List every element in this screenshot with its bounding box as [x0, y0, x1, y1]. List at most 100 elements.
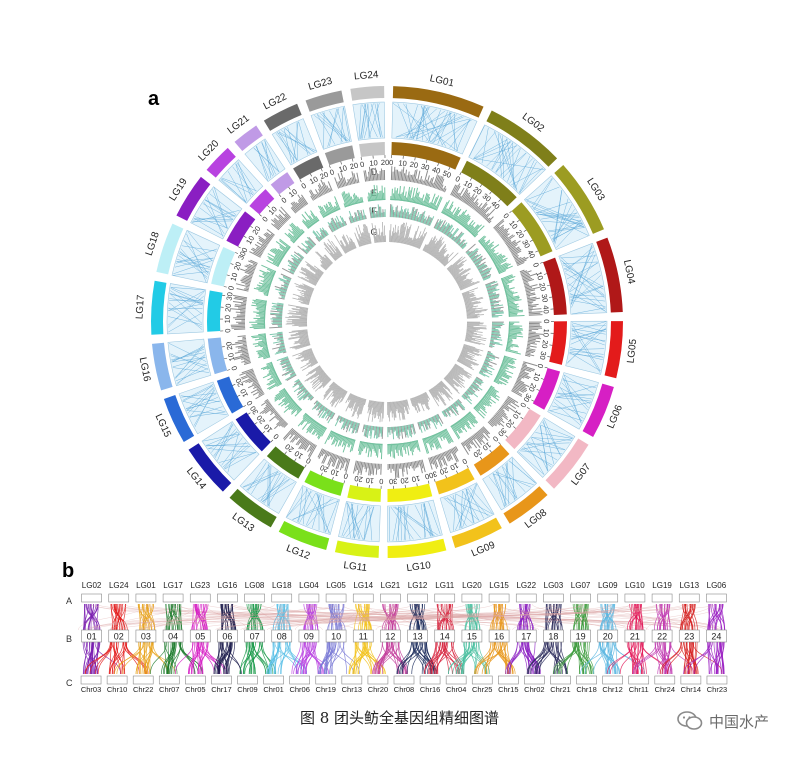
track-g-bar	[432, 387, 446, 406]
track-f-bar	[328, 225, 334, 233]
track-d-bar	[238, 307, 246, 310]
track-g-bar	[419, 231, 428, 250]
synteny-link	[680, 641, 693, 675]
track-d-bar	[517, 376, 522, 380]
track-f-bar	[287, 260, 298, 268]
track-g-bar	[465, 338, 472, 341]
track-f-bar	[334, 415, 341, 427]
track-g-bar	[466, 310, 487, 314]
track-f-bar	[276, 356, 289, 362]
tick-label: 10	[541, 328, 551, 337]
track-b-link	[286, 491, 313, 517]
track-g-bar	[440, 253, 449, 263]
track-f-bar	[417, 213, 421, 222]
track-g-bar	[305, 355, 315, 362]
synteny-link	[194, 603, 201, 631]
track-g-bar	[466, 331, 474, 333]
track-g-bar	[454, 275, 462, 281]
track-g-bar	[300, 268, 320, 281]
synteny-link	[619, 641, 638, 675]
track-g-bar	[395, 232, 398, 243]
track-b-link	[286, 488, 308, 517]
row-a-box	[488, 593, 510, 603]
synteny-link	[304, 641, 330, 675]
tick-label: 0	[501, 211, 510, 220]
track-g-bar	[423, 392, 430, 402]
track-d-bar	[337, 456, 343, 469]
track-g-bar	[427, 240, 436, 254]
track-e-bar	[358, 441, 363, 455]
row-c-label: Chr01	[263, 685, 283, 694]
track-f-bar	[480, 369, 486, 374]
track-d-bar	[349, 177, 353, 185]
axis-tick	[267, 205, 270, 208]
track-d-bar	[414, 169, 418, 183]
track-e-bar	[466, 224, 472, 231]
track-d-bar	[273, 411, 278, 414]
axis-tick	[466, 465, 469, 469]
track-e-bar	[508, 309, 524, 312]
track-f-bar	[491, 314, 503, 317]
track-d-bar	[409, 174, 413, 183]
track-f-bar	[280, 358, 289, 363]
track-g-bar	[315, 272, 322, 278]
track-e-bar	[263, 275, 273, 280]
synteny-link	[150, 641, 168, 675]
tick-label: 20	[514, 228, 526, 240]
track-d-bar	[401, 463, 404, 477]
track-g-bar	[404, 399, 409, 415]
track-g-bar	[378, 228, 381, 243]
track-c-band	[387, 483, 433, 502]
track-g-bar	[361, 232, 367, 245]
track-d-bar	[526, 292, 536, 296]
track-e-bar	[333, 206, 337, 212]
track-e-bar	[435, 197, 443, 211]
track-f-bar	[315, 403, 322, 411]
row-c-box	[367, 675, 389, 685]
track-b-link	[213, 428, 237, 456]
synteny-link	[274, 641, 279, 675]
track-f-bar	[270, 310, 283, 313]
track-d-bar	[436, 454, 443, 469]
track-f-bar	[330, 220, 337, 231]
track-e-bar	[266, 377, 280, 386]
track-g-bar	[464, 301, 472, 304]
synteny-link	[218, 641, 228, 675]
track-e-bar	[483, 244, 489, 249]
track-g-bar	[444, 377, 459, 392]
synteny-link	[686, 641, 690, 675]
track-f-bar	[457, 241, 461, 245]
track-d-bar	[300, 439, 308, 450]
track-f-bar	[404, 212, 407, 219]
track-d-bar	[525, 291, 531, 294]
track-g-bar	[289, 342, 310, 349]
track-d-bar	[252, 247, 263, 255]
track-e-bar	[457, 209, 468, 223]
track-f-bar	[298, 390, 309, 401]
track-d-bar	[301, 194, 309, 205]
track-g-bar	[429, 240, 439, 255]
axis-tick	[232, 384, 236, 386]
synteny-link	[291, 641, 301, 675]
track-f-bar	[343, 419, 349, 431]
synteny-link	[599, 641, 607, 675]
track-e-bar	[327, 430, 334, 440]
row-c-label: Chr05	[185, 685, 205, 694]
track-e-bar	[468, 412, 479, 424]
synteny-link	[164, 641, 168, 675]
track-f-bar	[306, 245, 311, 251]
synteny-link	[508, 641, 524, 675]
synteny-link	[253, 641, 266, 675]
track-e-bar	[504, 289, 511, 292]
row-c-label: Chr19	[316, 685, 336, 694]
row-b-label: 05	[195, 632, 205, 642]
track-e-bar	[486, 248, 492, 253]
track-f-bar	[434, 222, 439, 229]
track-f-bar	[409, 206, 414, 220]
synteny-link	[397, 641, 412, 675]
track-g-bar	[287, 318, 308, 321]
track-c-band	[304, 470, 344, 496]
track-d-bar	[234, 354, 249, 359]
track-f-bar	[377, 210, 379, 218]
